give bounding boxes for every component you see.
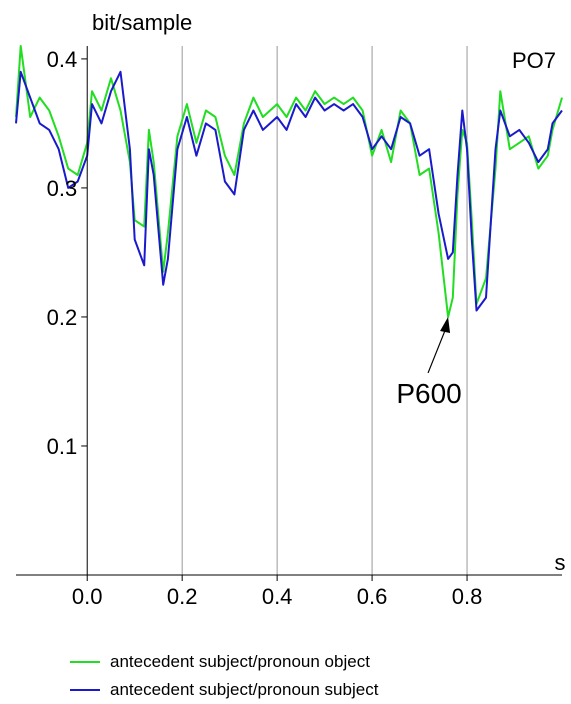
panel-label: PO7 (512, 48, 556, 73)
series-line-pronoun-object (15, 45, 563, 318)
y-tick-label: 0.4 (47, 47, 78, 72)
y-axis-label: bit/sample (92, 10, 192, 35)
y-tick-label: 0.1 (47, 434, 78, 459)
x-tick-label: 0.0 (72, 584, 103, 609)
x-axis-label: s (555, 550, 566, 575)
legend-item: antecedent subject/pronoun object (70, 648, 378, 676)
legend-label: antecedent subject/pronoun object (110, 652, 370, 671)
legend-swatch-green (70, 661, 100, 663)
series-lines (15, 45, 563, 318)
annotation-arrowhead (440, 316, 451, 333)
legend-item: antecedent subject/pronoun subject (70, 676, 378, 704)
annotation-label: P600 (396, 378, 461, 409)
y-tick-label: 0.2 (47, 305, 78, 330)
x-tick-label: 0.8 (452, 584, 483, 609)
legend: antecedent subject/pronoun object antece… (70, 648, 378, 704)
y-tick-label: 0.3 (47, 176, 78, 201)
x-tick-label: 0.6 (357, 584, 388, 609)
axes (16, 46, 562, 581)
legend-label: antecedent subject/pronoun subject (110, 680, 379, 699)
series-line-pronoun-subject (15, 70, 563, 312)
tick-labels: 0.1 0.2 0.3 0.4 0.0 0.2 0.4 0.6 0.8 (47, 47, 483, 609)
x-tick-label: 0.2 (167, 584, 198, 609)
annotation: P600 (396, 316, 462, 409)
legend-swatch-blue (70, 689, 100, 691)
x-tick-label: 0.4 (262, 584, 293, 609)
vertical-gridlines (181, 46, 468, 575)
